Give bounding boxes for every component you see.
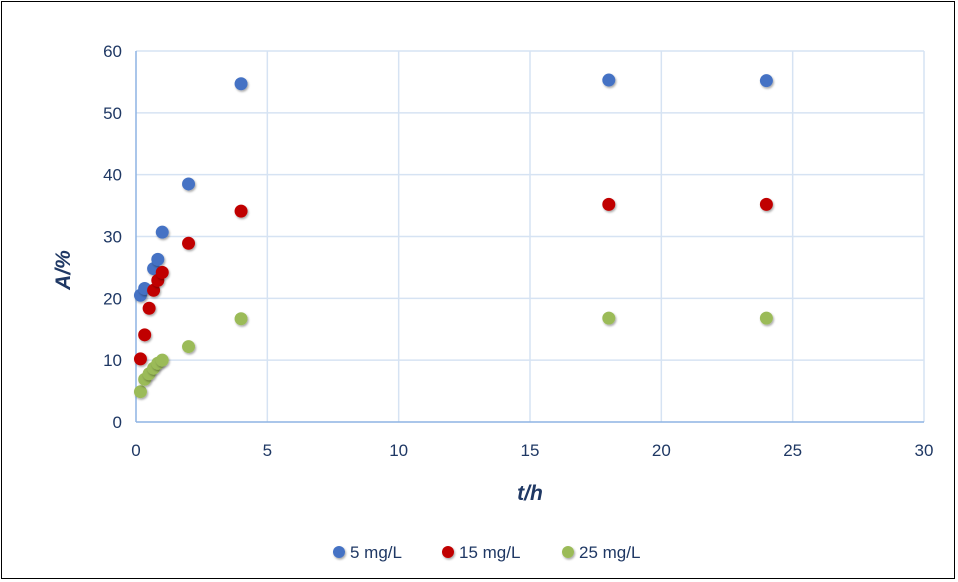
data-point-series-1 [133,352,147,366]
legend-label-5mgl: 5 mg/L [350,543,402,562]
data-point-series-1 [182,236,196,250]
data-point-series-2 [759,311,773,325]
legend-marker-5mgl [333,546,345,558]
x-tick-label: 20 [652,441,671,460]
data-point-series-1 [234,204,248,218]
x-tick-label: 5 [263,441,272,460]
x-tick-label: 0 [131,441,140,460]
x-axis-title: t/h [517,482,543,505]
y-axis-title-unit: /% [52,250,75,276]
legend-marker-15mgl [442,546,454,558]
x-axis-title-variable: t [517,482,525,505]
y-tick-label: 0 [113,413,122,432]
x-axis-title-unit: /h [523,482,543,505]
data-point-series-2 [602,311,616,325]
data-point-series-1 [759,197,773,211]
tick-labels: 0 10 20 30 40 50 60 0 5 10 15 20 25 30 [103,42,933,460]
data-point-series-1 [138,328,152,342]
data-point-series-2 [155,353,169,367]
y-tick-label: 40 [103,166,122,185]
data-point-series-0 [155,225,169,239]
data-points [133,73,773,399]
y-axis-title: A/% [52,250,75,291]
y-tick-label: 10 [103,351,122,370]
data-point-series-2 [234,312,248,326]
y-tick-label: 30 [103,228,122,247]
y-axis-title-variable: A [52,275,75,291]
legend-marker-25mgl [562,546,574,558]
data-point-series-2 [133,385,147,399]
data-point-series-0 [602,73,616,87]
legend: 5 mg/L 15 mg/L 25 mg/L [333,543,640,562]
x-tick-label: 25 [783,441,802,460]
data-point-series-0 [151,252,165,266]
data-point-series-1 [155,265,169,279]
data-point-series-0 [182,177,196,191]
y-tick-label: 20 [103,289,122,308]
data-point-series-2 [182,340,196,354]
legend-label-25mgl: 25 mg/L [579,543,640,562]
data-point-series-0 [759,74,773,88]
data-point-series-0 [234,77,248,91]
x-tick-label: 15 [521,441,540,460]
x-tick-label: 10 [389,441,408,460]
grid [136,50,925,422]
y-tick-label: 60 [103,42,122,61]
data-point-series-1 [142,301,156,315]
data-point-series-1 [602,197,616,211]
x-tick-label: 30 [915,441,934,460]
legend-label-15mgl: 15 mg/L [459,543,520,562]
y-tick-label: 50 [103,104,122,123]
data-point-series-1 [147,283,161,297]
